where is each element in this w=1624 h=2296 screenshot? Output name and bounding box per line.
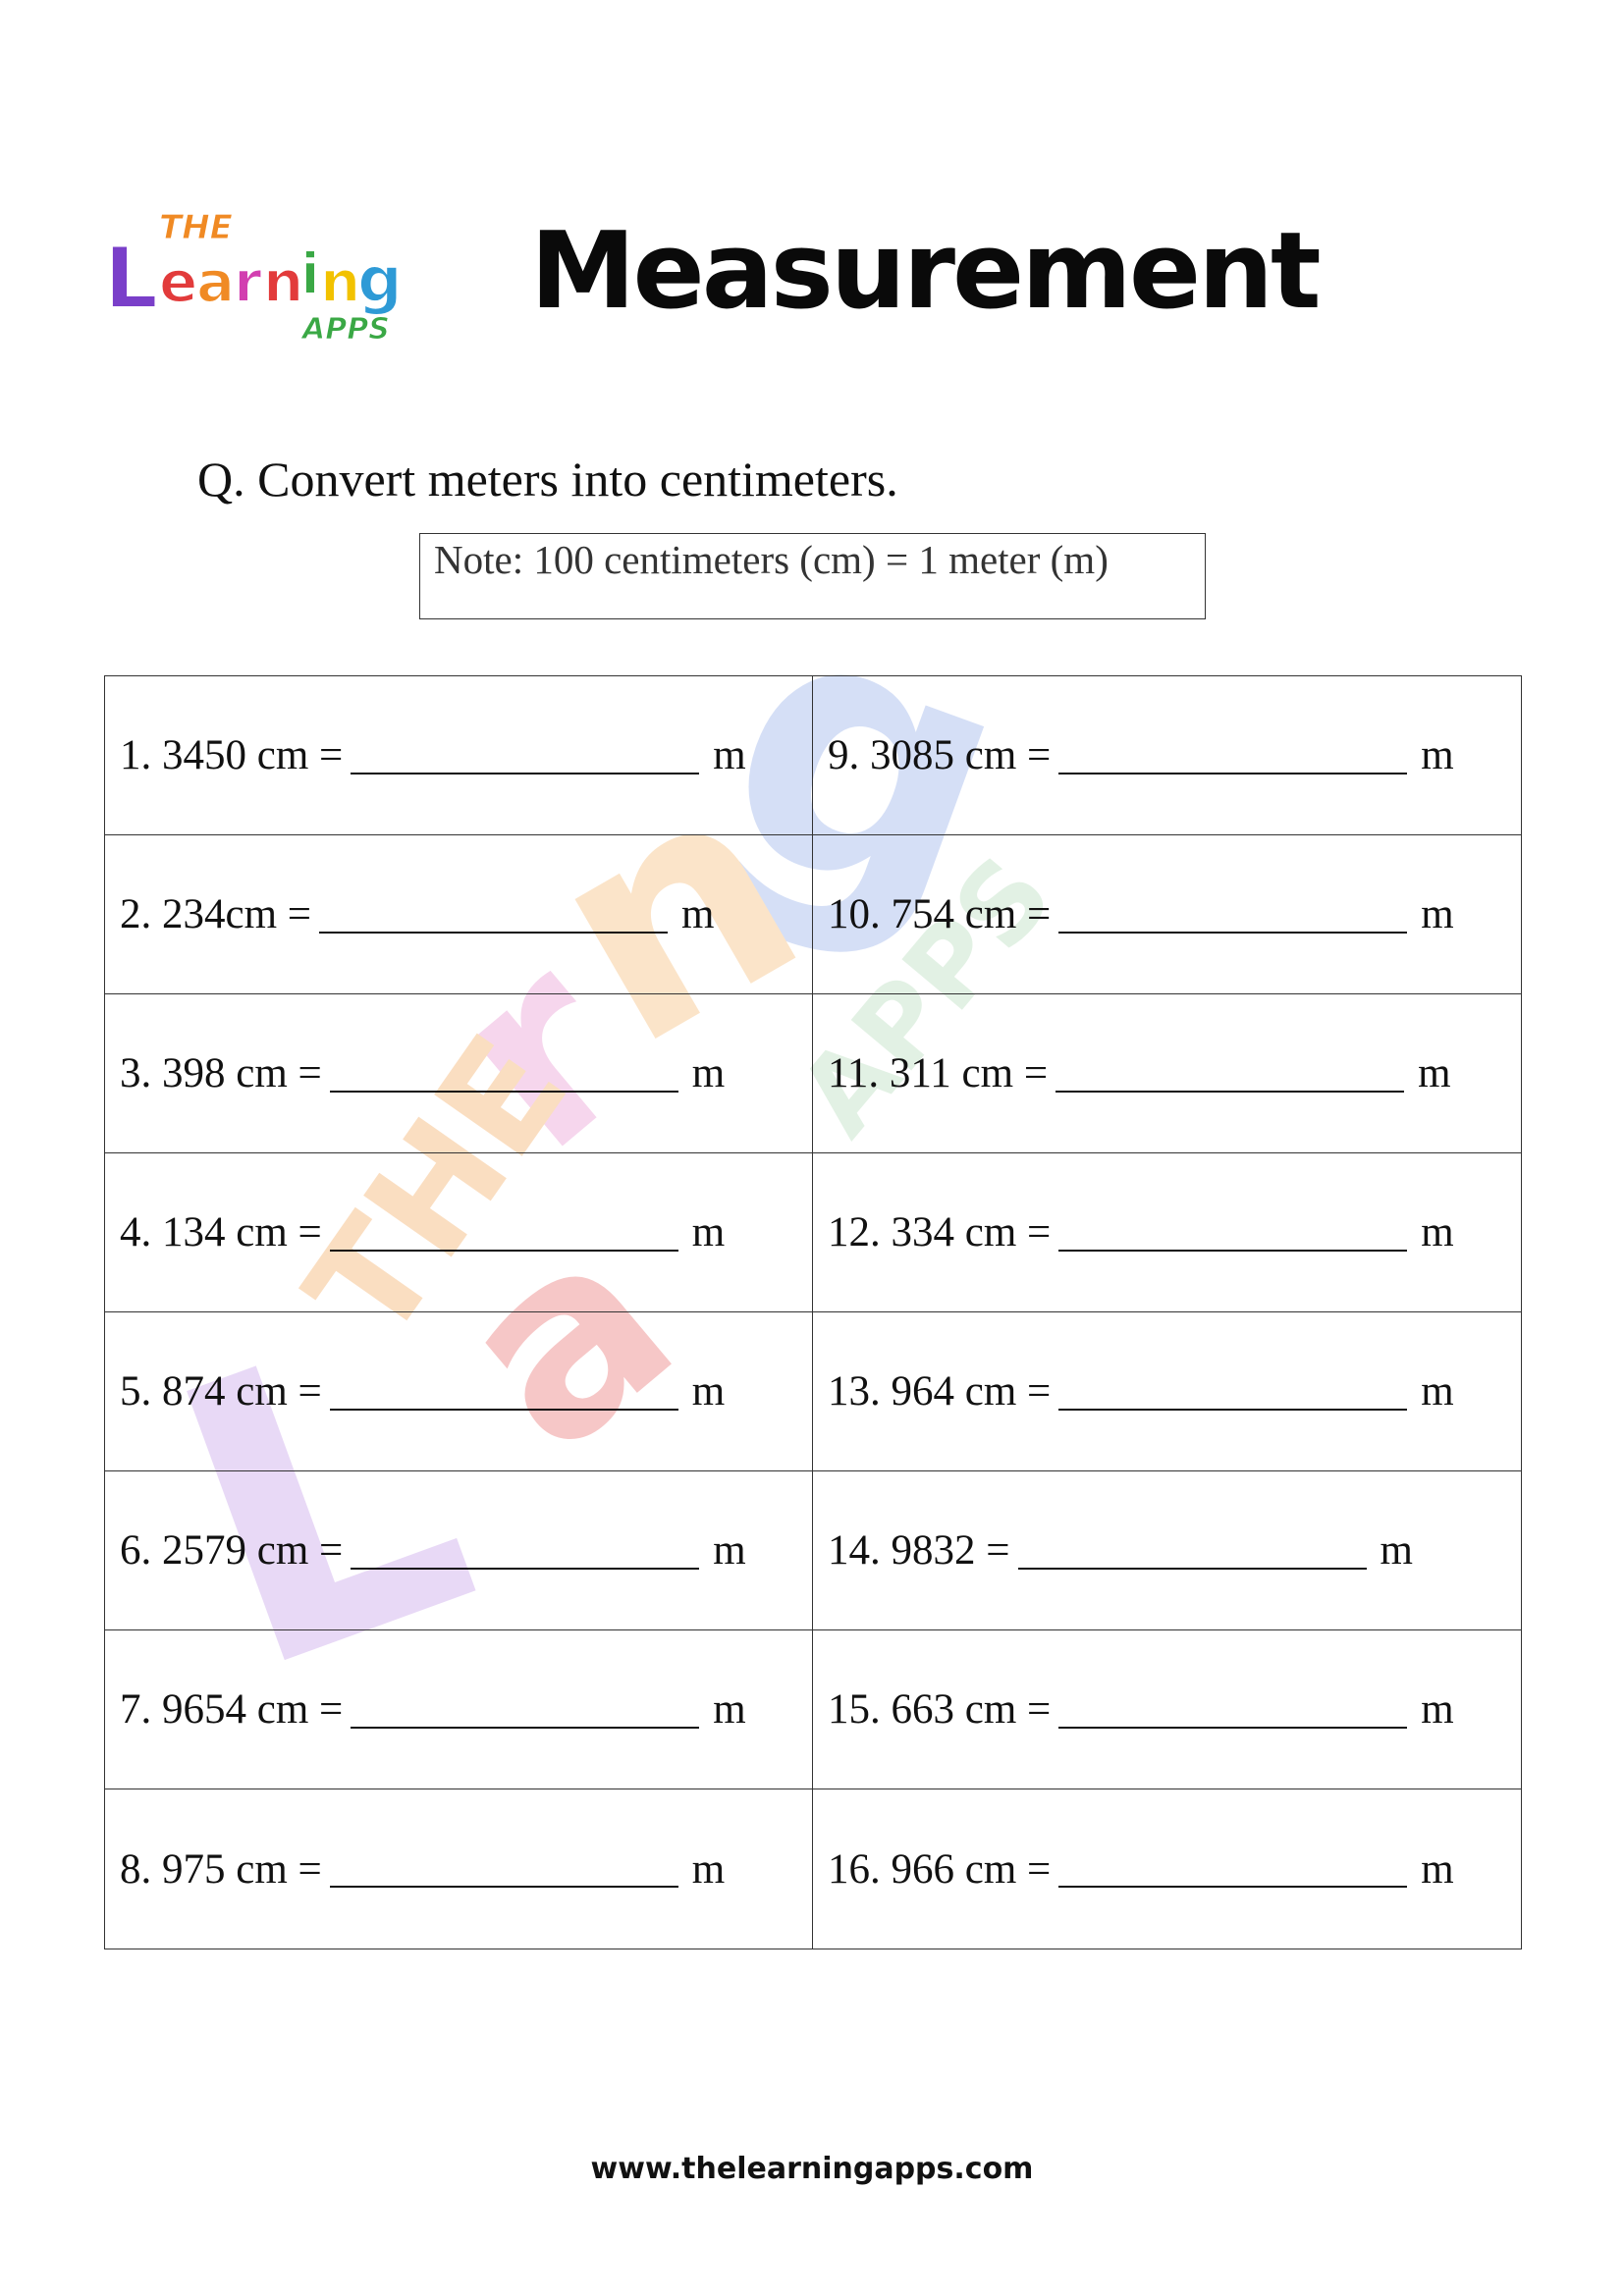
problem-cell: 6. 2579 cm = m	[105, 1471, 813, 1630]
answer-blank[interactable]	[329, 1055, 678, 1093]
svg-text:THE: THE	[159, 208, 233, 247]
answer-blank[interactable]	[1058, 737, 1408, 774]
note-box: Note: 100 centimeters (cm) = 1 meter (m)	[419, 533, 1206, 619]
footer-url: www.thelearningapps.com	[590, 2152, 1034, 2186]
problem-cell: 1. 3450 cm = m	[105, 676, 813, 835]
problem-cell: 4. 134 cm = m	[105, 1153, 813, 1312]
svg-text:L: L	[104, 230, 158, 328]
problem-text: 14. 9832 =	[828, 1527, 1010, 1574]
unit-label: m	[691, 1050, 726, 1096]
answer-blank[interactable]	[1058, 1691, 1408, 1729]
problem-text: 11. 311 cm =	[828, 1050, 1049, 1096]
answer-blank[interactable]	[351, 1532, 700, 1570]
svg-text:e: e	[159, 248, 197, 315]
problem-text: 1. 3450 cm =	[120, 732, 344, 778]
unit-label: m	[1380, 1527, 1413, 1574]
unit-label: m	[1421, 1209, 1454, 1255]
problem-text: 16. 966 cm =	[828, 1845, 1052, 1893]
problem-text: 10. 754 cm =	[828, 891, 1052, 937]
unit-label: m	[1421, 732, 1454, 778]
answer-blank[interactable]	[329, 1373, 678, 1411]
svg-text:g: g	[357, 244, 403, 317]
unit-label: m	[691, 1368, 726, 1415]
problem-cell: 14. 9832 = m	[813, 1471, 1521, 1630]
svg-text:i: i	[300, 240, 320, 307]
conversion-table: 1. 3450 cm = m 9. 3085 cm = m 2. 234cm = m 10.…	[104, 675, 1522, 1949]
problem-text: 12. 334 cm =	[828, 1209, 1052, 1255]
unit-label: m	[1418, 1050, 1451, 1096]
problem-text: 15. 663 cm =	[828, 1686, 1052, 1733]
the-learning-apps-logo: THE L e a r n i n g APPS	[103, 208, 404, 347]
svg-text:APPS: APPS	[300, 312, 390, 347]
problem-text: 2. 234cm =	[120, 891, 312, 937]
page-title: Measurement	[530, 210, 1322, 333]
answer-blank[interactable]	[351, 737, 700, 774]
answer-blank[interactable]	[351, 1691, 700, 1729]
unit-label: m	[1421, 891, 1454, 937]
answer-blank[interactable]	[329, 1850, 678, 1888]
problem-cell: 12. 334 cm = m	[813, 1153, 1521, 1312]
problem-cell: 2. 234cm = m	[105, 835, 813, 994]
svg-text:n: n	[263, 248, 303, 315]
svg-text:n: n	[320, 248, 360, 315]
problem-cell: 11. 311 cm = m	[813, 994, 1521, 1153]
problem-cell: 3. 398 cm = m	[105, 994, 813, 1153]
problem-cell: 7. 9654 cm = m	[105, 1630, 813, 1789]
unit-label: m	[1421, 1845, 1454, 1893]
problem-text: 8. 975 cm =	[120, 1845, 322, 1893]
problem-cell: 5. 874 cm = m	[105, 1312, 813, 1471]
answer-blank[interactable]	[1058, 896, 1408, 934]
unit-label: m	[713, 1527, 746, 1574]
answer-blank[interactable]	[1017, 1532, 1367, 1570]
unit-label: m	[713, 732, 746, 778]
problem-text: 13. 964 cm =	[828, 1368, 1052, 1415]
problem-text: 6. 2579 cm =	[120, 1527, 344, 1574]
answer-blank[interactable]	[1056, 1055, 1405, 1093]
answer-blank[interactable]	[1058, 1214, 1408, 1252]
problem-text: 3. 398 cm =	[120, 1050, 322, 1096]
problem-cell: 15. 663 cm = m	[813, 1630, 1521, 1789]
problem-text: 9. 3085 cm =	[828, 732, 1052, 778]
problem-text: 5. 874 cm =	[120, 1368, 322, 1415]
problem-cell: 10. 754 cm = m	[813, 835, 1521, 994]
problem-cell: 16. 966 cm = m	[813, 1789, 1521, 1949]
unit-label: m	[681, 891, 715, 937]
problem-text: 7. 9654 cm =	[120, 1686, 344, 1733]
unit-label: m	[691, 1209, 726, 1255]
answer-blank[interactable]	[329, 1214, 678, 1252]
problem-cell: 9. 3085 cm = m	[813, 676, 1521, 835]
unit-label: m	[713, 1686, 746, 1733]
answer-blank[interactable]	[1058, 1373, 1408, 1411]
answer-blank[interactable]	[319, 896, 669, 934]
unit-label: m	[691, 1845, 726, 1893]
problem-cell: 8. 975 cm = m	[105, 1789, 813, 1949]
answer-blank[interactable]	[1058, 1850, 1408, 1888]
svg-text:a: a	[196, 248, 235, 315]
problem-cell: 13. 964 cm = m	[813, 1312, 1521, 1471]
problem-text: 4. 134 cm =	[120, 1209, 322, 1255]
question-text: Q. Convert meters into centimeters.	[197, 452, 898, 507]
unit-label: m	[1421, 1368, 1454, 1415]
svg-text:r: r	[234, 248, 262, 315]
unit-label: m	[1421, 1686, 1454, 1733]
